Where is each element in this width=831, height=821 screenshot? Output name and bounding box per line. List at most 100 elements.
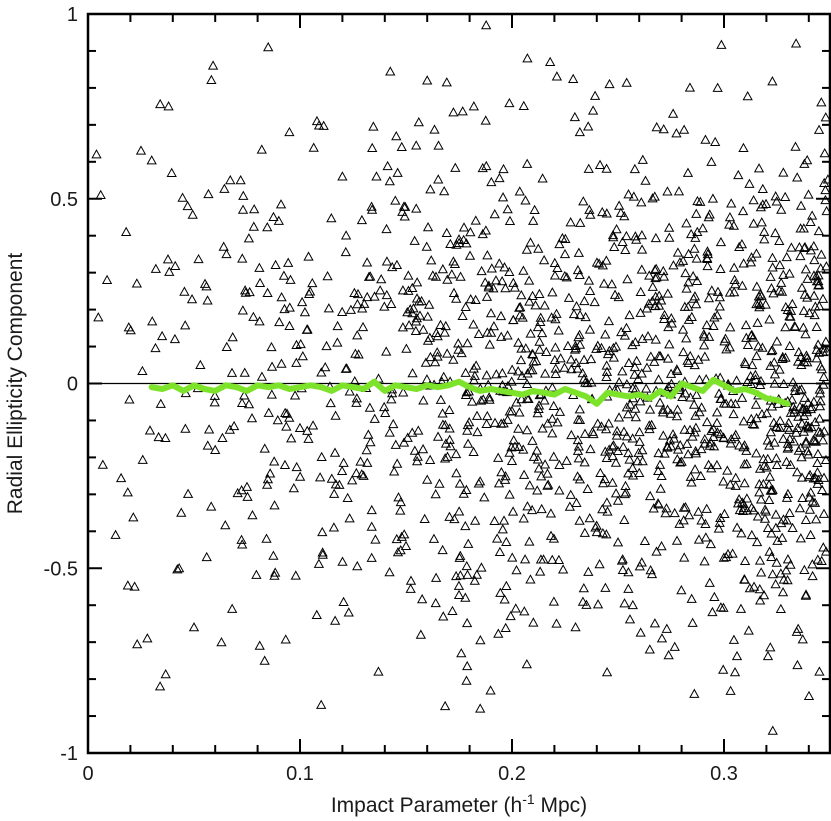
scatter-point [483,282,494,292]
scatter-point [793,623,804,633]
scatter-point [703,459,714,469]
scatter-point [811,353,822,363]
scatter-point [447,605,458,616]
scatter-point [236,397,248,408]
scatter-point [812,448,824,459]
scatter-point [671,128,682,138]
scatter-point [385,66,396,76]
scatter-point [604,78,615,89]
scatter-point [322,271,333,281]
scatter-point [585,353,597,364]
scatter-point [658,313,670,324]
scatter-point [334,479,345,489]
scatter-point [375,285,386,295]
scatter-point [506,376,517,386]
scatter-point [248,221,259,231]
scatter-point [624,614,636,624]
scatter-point [577,367,588,378]
scatter-point [496,418,507,428]
scatter-point [471,569,483,579]
scatter-point [790,382,801,392]
scatter-point [430,572,442,582]
scatter-point [516,289,527,300]
scatter-point [284,126,295,137]
scatter-point [587,105,599,115]
scatter-point [786,242,797,252]
scatter-point [631,234,642,244]
scatter-point [433,174,444,184]
scatter-point [311,609,322,619]
scatter-point [714,291,726,302]
scatter-point [501,536,512,546]
scatter-point [256,371,268,381]
scatter-point [397,206,408,216]
scatter-point [695,470,706,480]
scatter-point [573,453,584,463]
scatter-point [256,144,267,154]
scatter-point [711,459,723,470]
scatter-point [448,287,460,297]
scatter-point [578,373,590,383]
scatter-point [726,433,737,444]
scatter-point [516,343,527,353]
scatter-point [482,327,493,337]
scatter-point [627,339,638,350]
scatter-point [818,472,830,482]
x-tick-label: 0.1 [286,763,314,785]
scatter-point [608,352,619,362]
scatter-point [588,428,599,439]
scatter-point [715,512,726,523]
scatter-point [742,339,754,350]
scatter-point [411,140,422,150]
scatter-point [639,535,651,546]
scatter-point [392,547,404,557]
scatter-point [798,305,810,315]
scatter-point [352,298,363,309]
scatter-point [707,193,719,203]
scatter-point [591,520,602,530]
scatter-point [705,538,717,549]
scatter-point [237,539,248,549]
x-tick-label: 0.2 [498,763,526,785]
scatter-point [422,311,433,321]
scatter-point [369,413,380,423]
scatter-point [502,204,513,214]
scatter-point [110,529,121,539]
scatter-point [767,344,778,355]
scatter-point [317,526,328,537]
scatter-point [532,485,543,495]
scatter-point [583,163,594,173]
scatter-point [767,725,778,735]
scatter-point [390,439,401,449]
scatter-point [739,555,751,565]
scatter-point [123,322,134,332]
scatter-point [802,357,813,367]
scatter-point [612,495,624,505]
scatter-point [489,208,500,219]
scatter-point [601,371,612,382]
scatter-point [728,408,739,419]
scatter-point [492,533,503,543]
scatter-point [462,425,473,435]
scatter-point [495,310,507,321]
scatter-point [206,74,217,85]
scatter-point [818,371,829,381]
scatter-point [613,412,625,422]
scatter-point [615,207,627,217]
scatter-point [678,515,689,525]
scatter-point [451,293,462,303]
scatter-point [814,666,825,676]
scatter-point [467,396,478,406]
scatter-point [485,307,497,318]
scatter-point [636,264,647,274]
scatter-point [757,199,768,209]
scatter-point [275,199,287,209]
scatter-point [166,167,177,177]
scatter-point [169,333,181,344]
scatter-point [122,487,133,497]
scatter-point [601,529,612,539]
scatter-point [290,570,301,580]
scatter-point [494,172,505,183]
scatter-point [221,341,232,352]
scatter-point [647,295,658,306]
